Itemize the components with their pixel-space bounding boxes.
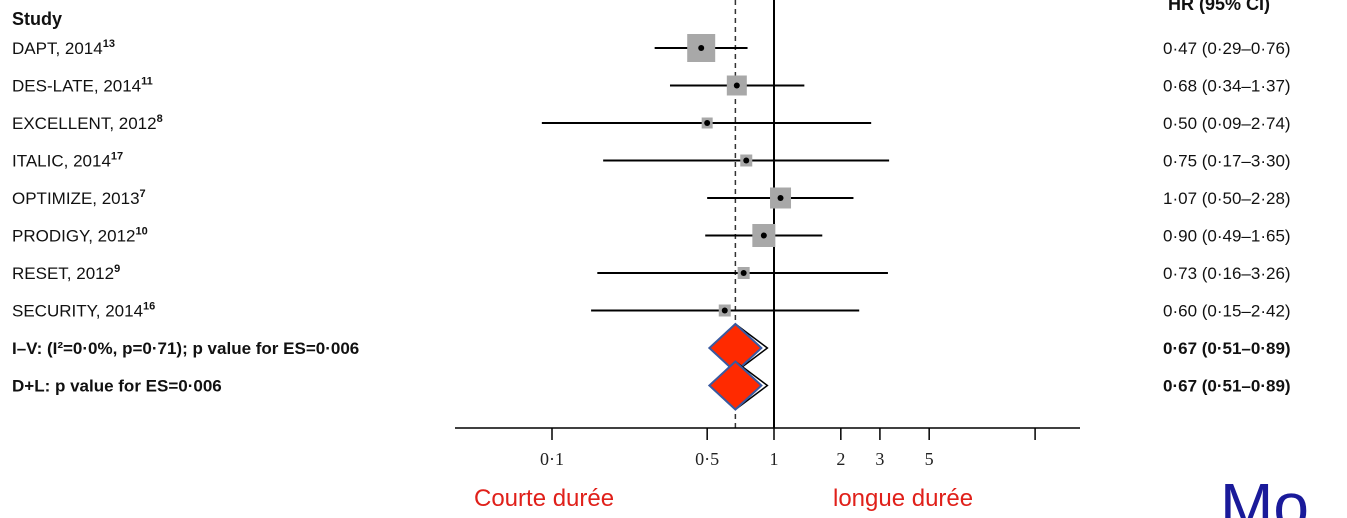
pooled-label: I–V: (I²=0·0%, p=0·71); p value for ES=0… [12, 339, 359, 358]
study-label: EXCELLENT, 20128 [12, 113, 163, 133]
hr-ci-value: 0·90 (0·49–1·65) [1163, 227, 1291, 246]
point-estimate [760, 232, 767, 239]
hr-ci-value: 0·75 (0·17–3·30) [1163, 152, 1291, 171]
x-tick-label: 1 [770, 449, 779, 469]
x-tick-label: 3 [875, 449, 884, 469]
annotation-short-duration: Courte durée [474, 485, 614, 512]
point-estimate [704, 120, 711, 126]
point-estimate [733, 82, 740, 89]
hr-ci-value: 0·60 (0·15–2·42) [1163, 302, 1291, 321]
study-label: RESET, 20129 [12, 263, 120, 283]
hr-ci-value: 0·73 (0·16–3·26) [1163, 264, 1291, 283]
hr-ci-value: 0·50 (0·09–2·74) [1163, 114, 1291, 133]
point-estimate [777, 195, 784, 201]
hr-ci-value: 1·07 (0·50–2·28) [1163, 189, 1291, 208]
x-tick-label: 2 [836, 449, 845, 469]
study-ref: 16 [143, 301, 155, 313]
point-estimate [721, 307, 728, 314]
header-study: Study [12, 9, 62, 29]
study-ref: 17 [111, 151, 123, 163]
point-estimate [740, 270, 747, 276]
plot-marks [541, 0, 890, 428]
x-tick-label: 0·5 [695, 449, 719, 469]
study-ref: 13 [103, 38, 115, 50]
x-axis: 0·1 0·5 1 2 3 5 [455, 427, 1080, 469]
hr-ci-value: 0·47 (0·29–0·76) [1163, 39, 1291, 58]
study-ref: 10 [135, 226, 147, 238]
study-label: DES-LATE, 201411 [12, 76, 153, 96]
point-estimate [698, 45, 705, 51]
point-estimate [743, 157, 750, 164]
x-tick-label: 5 [925, 449, 934, 469]
study-rows: DAPT, 201413 0·47 (0·29–0·76) DES-LATE, 20… [12, 38, 1291, 396]
study-label: PRODIGY, 201210 [12, 226, 148, 246]
x-tick-label: 0·1 [540, 449, 564, 469]
annotation-long-duration: longue durée [833, 485, 973, 512]
hr-ci-value: 0·68 (0·34–1·37) [1163, 77, 1291, 96]
study-label: OPTIMIZE, 20137 [12, 188, 146, 208]
pooled-diamond [707, 360, 763, 411]
header-hr-ci: HR (95% CI) [1168, 0, 1270, 14]
pooled-hr-ci-value: 0·67 (0·51–0·89) [1163, 339, 1291, 358]
corner-text: Mo [1220, 470, 1309, 518]
study-ref: 9 [114, 263, 120, 275]
study-label: DAPT, 201413 [12, 38, 115, 58]
study-label: ITALIC, 201417 [12, 151, 123, 171]
pooled-label: D+L: p value for ES=0·006 [12, 377, 222, 396]
study-label: SECURITY, 201416 [12, 301, 155, 321]
pooled-hr-ci-value: 0·67 (0·51–0·89) [1163, 377, 1291, 396]
pooled-diamond [707, 322, 763, 374]
study-ref: 7 [140, 188, 146, 200]
study-ref: 8 [157, 113, 163, 125]
study-ref: 11 [141, 76, 153, 88]
